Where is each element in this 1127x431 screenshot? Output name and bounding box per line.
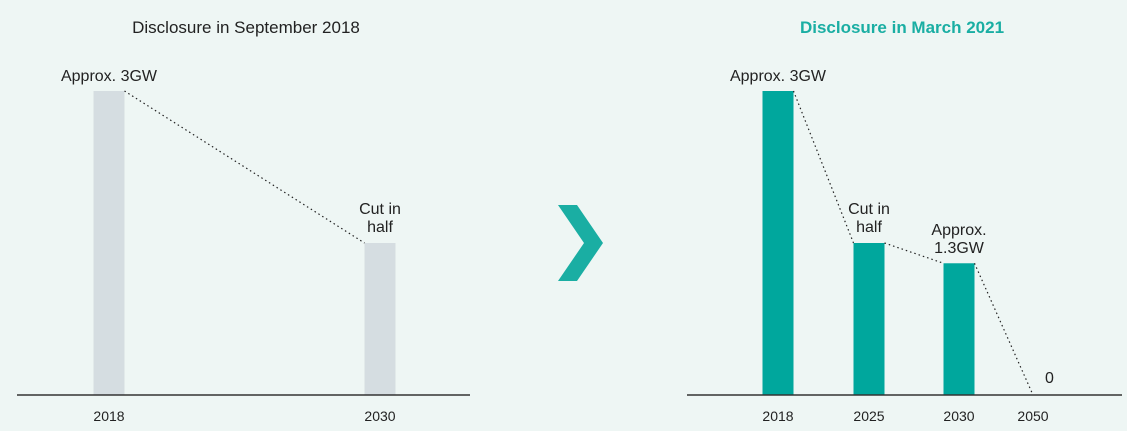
- data-label-2030: Approx. 1.3GW: [931, 222, 986, 257]
- bar-2030: [943, 263, 975, 395]
- chart-title: Disclosure in September 2018: [132, 18, 360, 37]
- tick-label-2018: 2018: [93, 408, 124, 424]
- tick-label-2025: 2025: [853, 408, 884, 424]
- data-label-2050: 0: [1045, 370, 1054, 387]
- data-label-2025: Cut in half: [848, 201, 890, 236]
- chart-title: Disclosure in March 2021: [800, 18, 1004, 37]
- trend-line: [124, 90, 365, 244]
- tick-label-2030: 2030: [364, 408, 395, 424]
- data-label-2018: Approx. 3GW: [730, 68, 827, 85]
- data-label-2018: Approx. 3GW: [61, 68, 158, 85]
- tick-label-2050: 2050: [1017, 408, 1048, 424]
- bar-2018: [93, 91, 125, 395]
- bar-2025: [853, 243, 885, 395]
- chart-panel-1: Disclosure in September 2018 2018 2030 Appr…: [17, 18, 470, 424]
- data-label-2030: Cut in half: [359, 201, 401, 236]
- bar-2018: [762, 91, 794, 395]
- chevron-right-icon: [558, 205, 603, 281]
- chart-panel-2: Disclosure in March 2021 2018 2025 2030 2050…: [687, 18, 1122, 424]
- bar-2030: [364, 243, 396, 395]
- trend-line: [792, 90, 1034, 396]
- tick-label-2018: 2018: [762, 408, 793, 424]
- tick-label-2030: 2030: [943, 408, 974, 424]
